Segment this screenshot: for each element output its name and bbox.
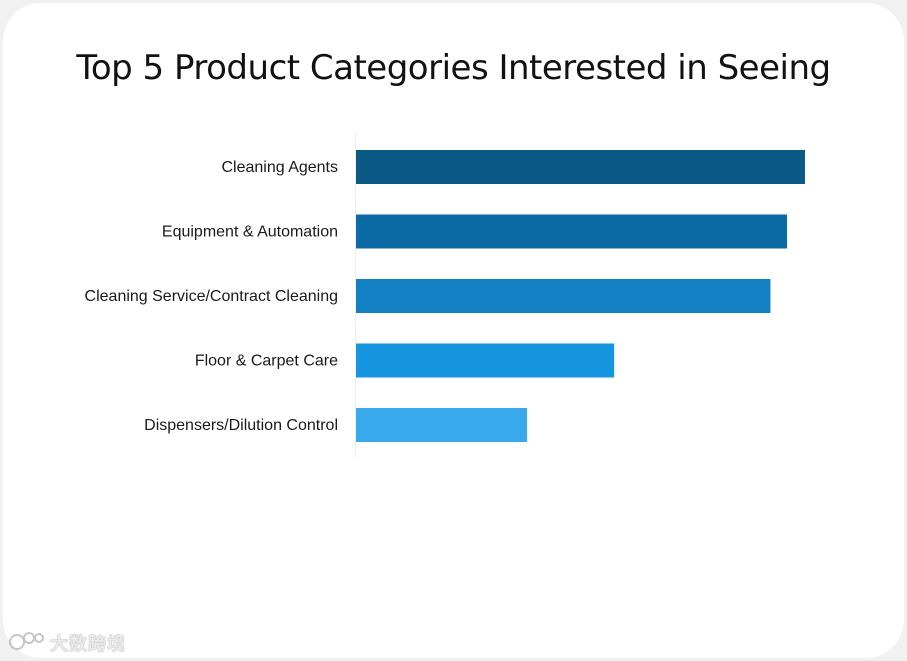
watermark-text: 大数跨境	[50, 634, 126, 655]
bar-4	[356, 343, 615, 378]
bar-2	[356, 214, 788, 249]
chart-title: Top 5 Product Categories Interested in S…	[76, 48, 831, 88]
bars-group	[356, 150, 805, 442]
bar-1	[356, 150, 805, 184]
chart-card	[3, 3, 904, 658]
category-label-1: Cleaning Agents	[221, 159, 338, 176]
category-labels-group: Cleaning Agents Equipment & Automation Cle…	[85, 159, 339, 434]
category-label-5: Dispensers/Dilution Control	[144, 417, 338, 434]
category-label-3: Cleaning Service/Contract Cleaning	[85, 288, 338, 305]
category-label-2: Equipment & Automation	[162, 224, 338, 241]
watermark-icon	[9, 632, 44, 650]
category-label-4: Floor & Carpet Care	[195, 353, 338, 370]
watermark-logo: 大数跨境	[8, 628, 128, 655]
bar-5	[356, 408, 528, 442]
bar-3	[356, 279, 771, 313]
